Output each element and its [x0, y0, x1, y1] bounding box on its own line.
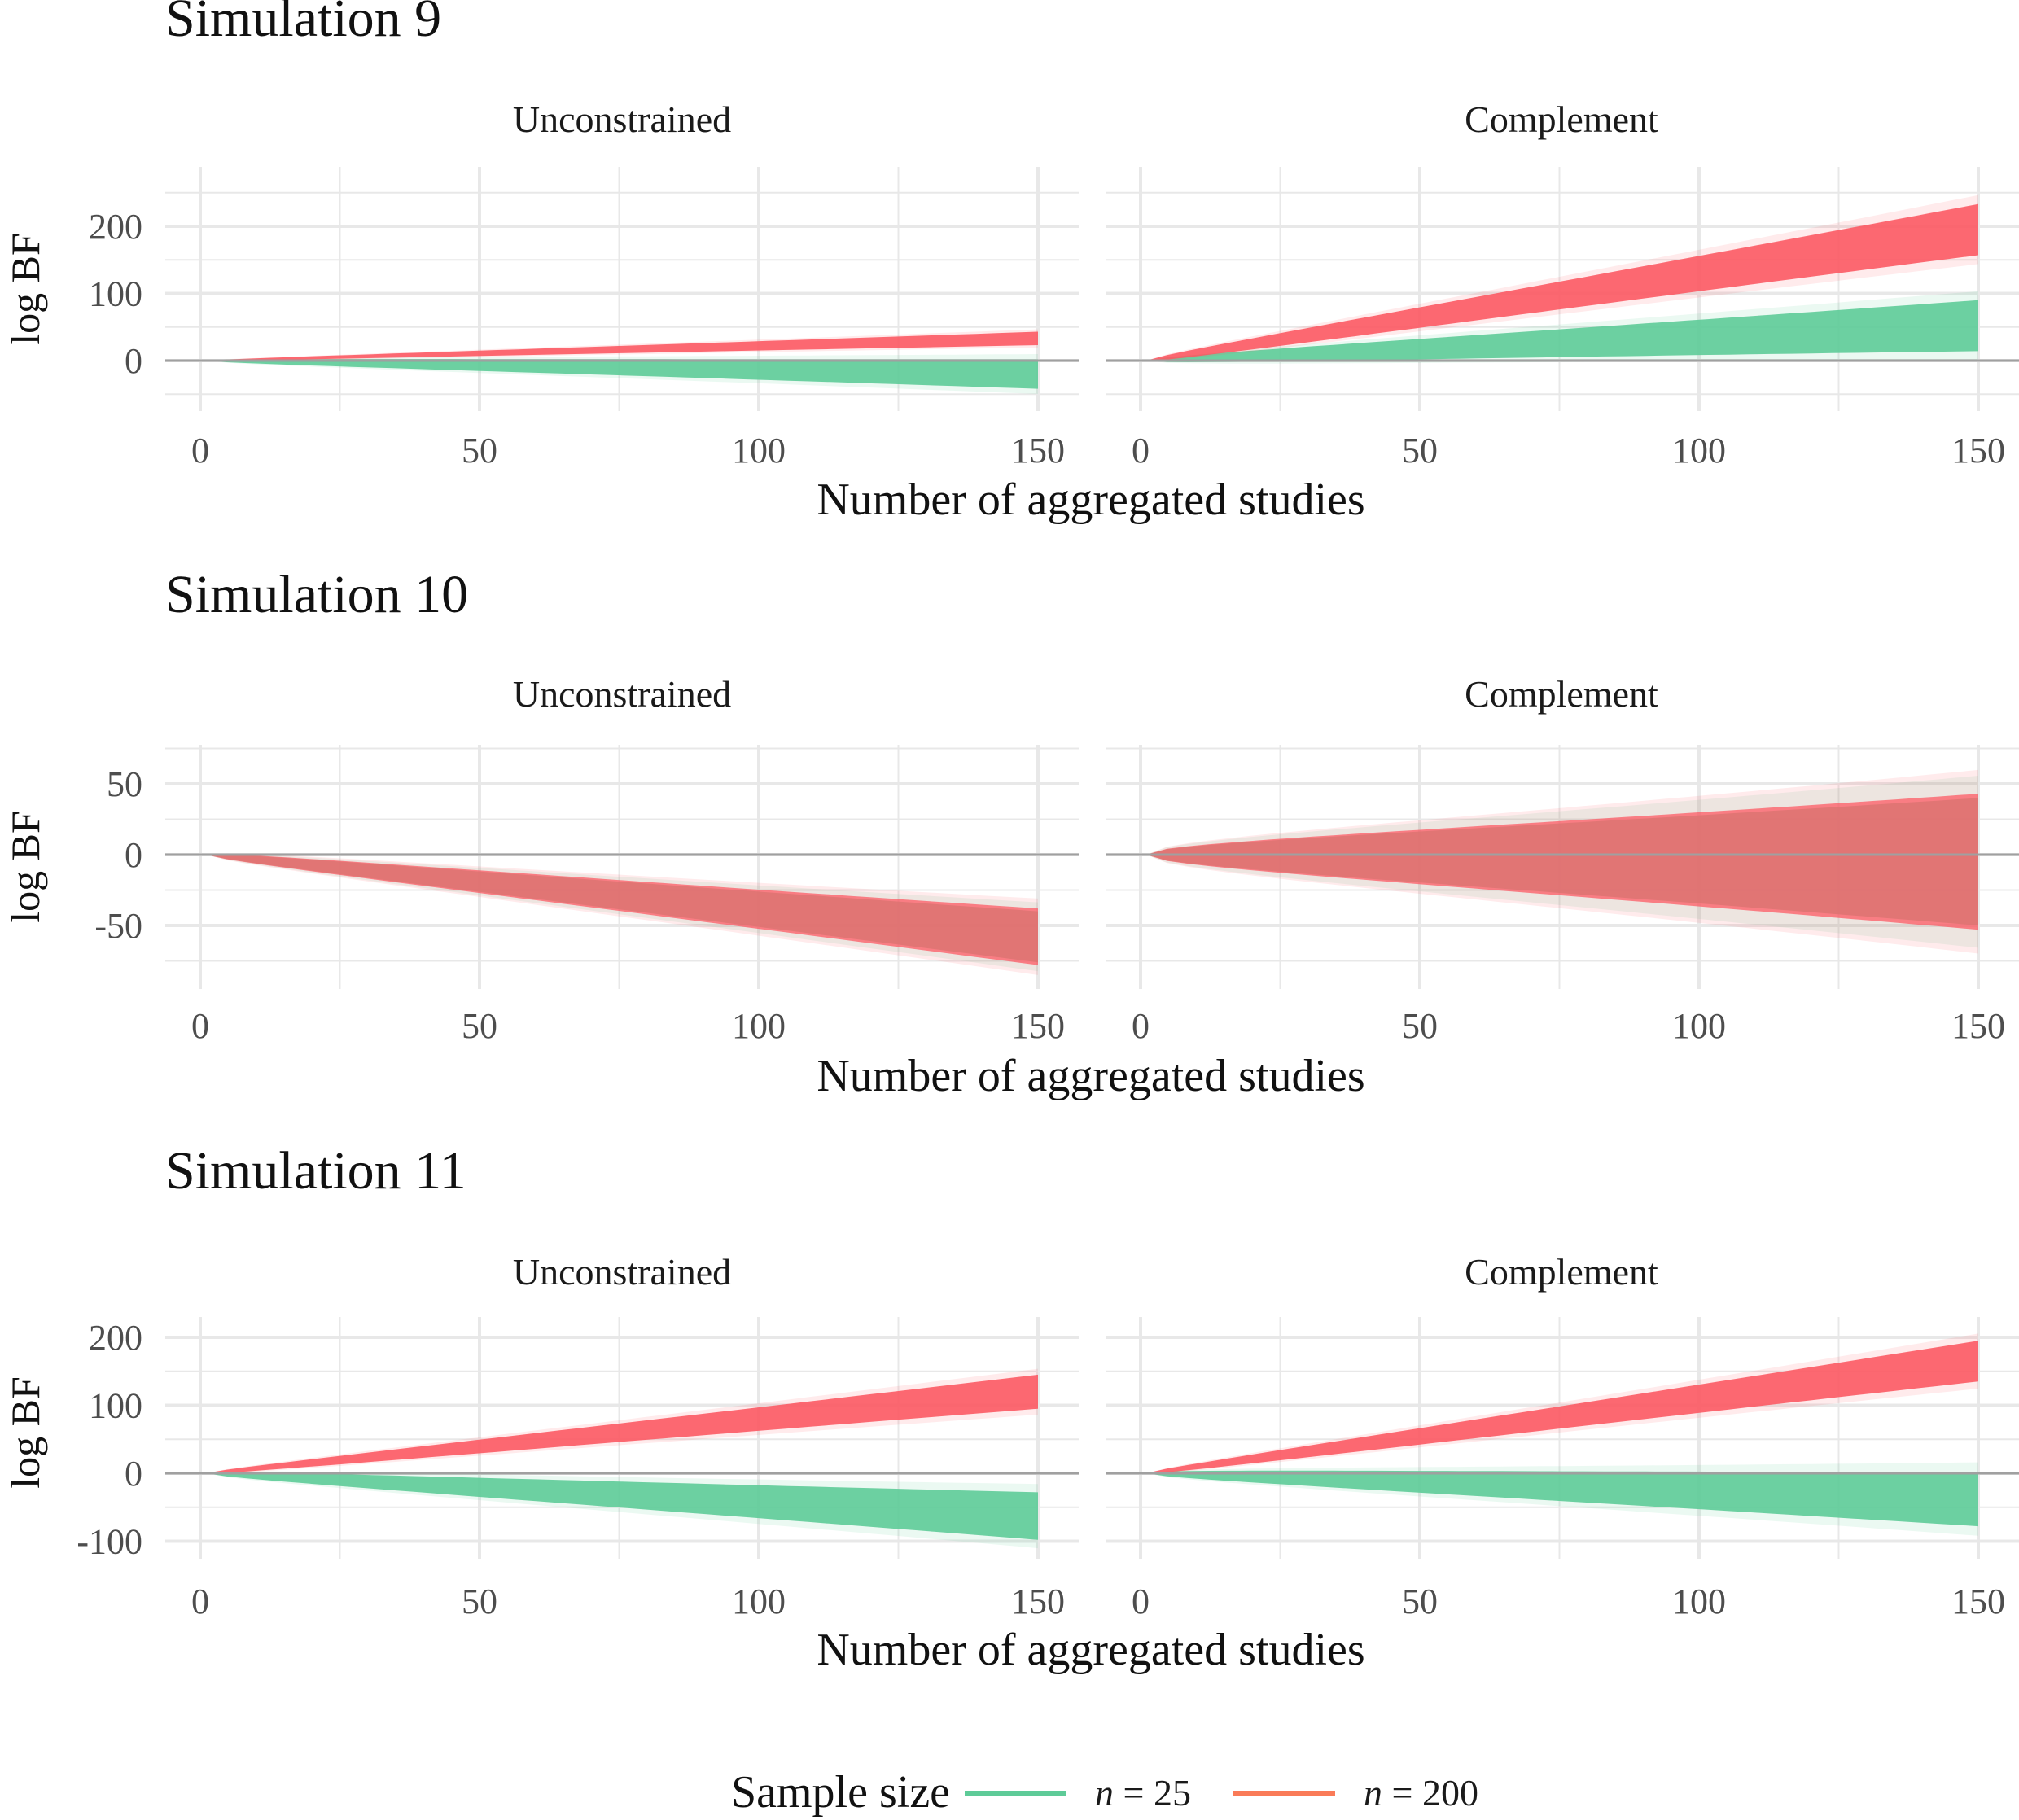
panel-complement: Complement 0 50 100 150: [1106, 98, 2019, 470]
y-axis-label: log BF: [2, 233, 48, 345]
x-tick-label: 100: [1672, 1582, 1726, 1621]
strip-label: Complement: [1465, 1251, 1658, 1293]
y-tick-label: 200: [89, 207, 142, 247]
x-tick-label: 100: [1672, 431, 1726, 470]
band-n-200: [205, 1374, 1038, 1473]
x-tick-label: 150: [1951, 431, 2005, 470]
x-tick-label: 50: [462, 431, 497, 470]
x-tick-label: 0: [1132, 1006, 1150, 1046]
y-tick-label: -100: [77, 1522, 142, 1562]
x-tick-label: 50: [1402, 431, 1438, 470]
x-tick-label: 100: [732, 431, 786, 470]
band-n-25: [1145, 300, 1978, 362]
x-tick-label: 150: [1951, 1582, 2005, 1621]
legend: Sample size n = 25 n = 200: [731, 1767, 1478, 1818]
band-n-25: [1145, 1470, 1978, 1527]
x-tick-label: 150: [1951, 1006, 2005, 1046]
x-tick-label: 0: [1132, 1582, 1150, 1621]
strip-label: Unconstrained: [513, 98, 731, 140]
strip-label: Unconstrained: [513, 1251, 731, 1293]
band-n-200: [1145, 203, 1978, 361]
band-halo-n-200: [1145, 195, 1978, 361]
x-axis-label: Number of aggregated studies: [817, 475, 1364, 525]
x-axis-label: Number of aggregated studies: [817, 1625, 1364, 1675]
band-n-200: [1145, 794, 1978, 930]
x-tick-label: 0: [191, 431, 209, 470]
x-tick-label: 0: [191, 1582, 209, 1621]
panel-complement: Complement 0 50 100 150: [1106, 673, 2019, 1046]
band-n-200: [205, 854, 1038, 965]
y-tick-label: 0: [125, 1454, 142, 1494]
band-n-200: [205, 331, 1038, 361]
simulation-2: Simulation 10 log BF Number of aggregated …: [2, 565, 2019, 1101]
simulation-3: Simulation 11 log BF Number of aggregated …: [2, 1141, 2019, 1675]
y-axis-label: log BF: [2, 1376, 48, 1489]
band-n-200: [1145, 1341, 1978, 1473]
x-tick-label: 150: [1011, 1006, 1065, 1046]
x-tick-label: 100: [1672, 1006, 1726, 1046]
x-tick-label: 50: [462, 1582, 497, 1621]
y-tick-label: 0: [125, 835, 142, 875]
x-tick-label: 100: [732, 1006, 786, 1046]
x-tick-label: 0: [1132, 431, 1150, 470]
legend-title: Sample size: [731, 1767, 950, 1818]
y-tick-label: 0: [125, 341, 142, 381]
x-axis-label: Number of aggregated studies: [817, 1051, 1364, 1101]
x-tick-label: 150: [1011, 1582, 1065, 1621]
strip-label: Complement: [1465, 98, 1658, 140]
y-tick-label: 100: [89, 274, 142, 314]
simulation-title: Simulation 9: [165, 0, 441, 48]
panel-complement: Complement 0 50 100 150: [1106, 1251, 2019, 1621]
panel-unconstrained: Unconstrained 0 50 100 150: [165, 1251, 1079, 1621]
y-tick-label: -50: [94, 906, 142, 946]
band-n-25: [205, 359, 1038, 389]
x-tick-label: 50: [1402, 1582, 1438, 1621]
simulation-1: Simulation 9 log BF Number of aggregated s…: [2, 0, 2019, 525]
strip-label: Unconstrained: [513, 673, 731, 715]
band-halo-n-200: [205, 1368, 1038, 1473]
simulation-title: Simulation 10: [165, 565, 468, 624]
x-tick-label: 50: [462, 1006, 497, 1046]
simulation-title: Simulation 11: [165, 1141, 466, 1201]
y-tick-label: 200: [89, 1318, 142, 1358]
y-axis-label: log BF: [2, 811, 48, 923]
legend-item-label: n = 200: [1364, 1772, 1478, 1813]
band-n-25: [205, 1472, 1038, 1540]
x-tick-label: 0: [191, 1006, 209, 1046]
y-tick-label: 100: [89, 1386, 142, 1426]
x-tick-label: 50: [1402, 1006, 1438, 1046]
band-halo-n-200: [1145, 1333, 1978, 1473]
y-tick-label: 50: [107, 764, 142, 804]
legend-item-label: n = 25: [1095, 1772, 1191, 1813]
panel-unconstrained: Unconstrained 0 50 100 150: [165, 673, 1079, 1046]
strip-label: Complement: [1465, 673, 1658, 715]
panel-unconstrained: Unconstrained 0 50 100 150: [165, 98, 1079, 470]
x-tick-label: 100: [732, 1582, 786, 1621]
x-tick-label: 150: [1011, 431, 1065, 470]
